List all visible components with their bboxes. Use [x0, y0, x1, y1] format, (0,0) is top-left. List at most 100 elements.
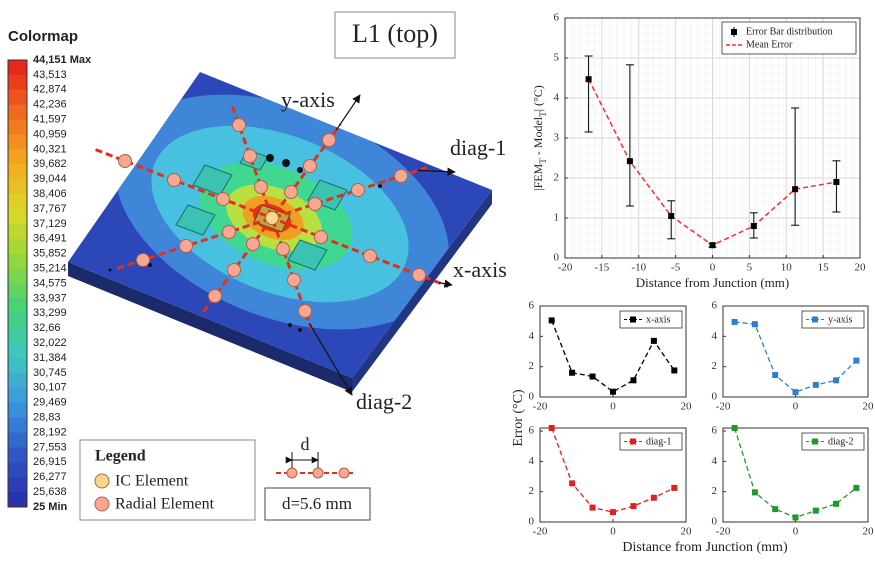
spacing-element [313, 468, 323, 478]
colorbar-band [8, 373, 27, 388]
y-tick-label: 4 [529, 455, 535, 467]
direction-label: diag-2 [356, 389, 412, 414]
marker [569, 480, 575, 486]
colorbar-label: 44,151 Max [33, 54, 92, 66]
radial-element [315, 231, 328, 244]
colorbar-label: 25 Min [33, 501, 68, 513]
legend-marker [731, 29, 737, 35]
marker [752, 321, 758, 327]
colorbar-label: 26,915 [33, 456, 67, 468]
marker [586, 76, 592, 82]
radial-element [244, 150, 257, 163]
colorbar-label: 26,277 [33, 471, 67, 483]
figure: Colormap 44,151 Max43,51342,87442,23641,… [0, 0, 875, 562]
radial-element [352, 184, 365, 197]
marker [751, 223, 757, 229]
marker [671, 485, 677, 491]
x-tick-label: 20 [855, 262, 867, 274]
page: { "colormap": { "title": "Colormap", "la… [0, 0, 875, 562]
x-tick-label: 0 [610, 401, 616, 413]
radial-element [288, 274, 301, 287]
y-tick-label: 0 [554, 252, 560, 264]
colorbar: 44,151 Max43,51342,87442,23641,59740,959… [8, 54, 92, 513]
y-tick-label: 2 [712, 360, 718, 372]
colorbar-label: 42,236 [33, 99, 67, 111]
x-axis-label: Distance from Junction (mm) [622, 540, 788, 555]
colorbar-band [8, 149, 27, 164]
radial-element [180, 240, 193, 253]
marker [590, 505, 596, 511]
colorbar-label: 25,638 [33, 486, 67, 498]
radial-element [119, 155, 132, 168]
legend-marker [95, 474, 109, 488]
y-tick-label: 0 [712, 516, 718, 528]
x-tick-label: -20 [716, 526, 731, 538]
x-tick-label: -10 [631, 262, 646, 274]
radial-element [233, 119, 246, 132]
colorbar-label: 37,129 [33, 218, 67, 230]
y-axis-label-part: | (°C) [531, 85, 545, 111]
legend-label: diag-2 [828, 436, 854, 447]
colorbar-band [8, 418, 27, 433]
colorbar-label: 42,874 [33, 84, 67, 96]
marker [732, 319, 738, 325]
figure-title: L1 (top) [352, 19, 438, 48]
colorbar-band [8, 477, 27, 492]
marker [549, 317, 555, 323]
colorbar-label: 32,022 [33, 337, 67, 349]
radial-element [277, 243, 290, 256]
y-axis-label-part: - Model [531, 116, 545, 158]
colorbar-label: 30,107 [33, 382, 67, 394]
x-tick-label: 0 [710, 262, 716, 274]
marker [813, 382, 819, 388]
colorbar-band [8, 60, 27, 75]
colorbar-band [8, 447, 27, 462]
colorbar-label: 31,384 [33, 352, 67, 364]
radial-element [209, 290, 222, 303]
spacing-element [339, 468, 349, 478]
colorbar-band [8, 433, 27, 448]
y-tick-label: 5 [554, 52, 560, 64]
x-tick-label: 20 [863, 526, 875, 538]
colorbar-label: 27,553 [33, 441, 67, 453]
legend-label: diag-1 [646, 436, 672, 447]
direction-label: diag-1 [450, 135, 506, 160]
radial-element [228, 264, 241, 277]
colorbar-label: 36,491 [33, 233, 67, 245]
y-tick-label: 3 [554, 132, 560, 144]
marker [630, 377, 636, 383]
colorbar-label: 40,321 [33, 143, 67, 155]
marker [752, 489, 758, 495]
colorbar-label: 30,745 [33, 367, 67, 379]
colorbar-label: 28,83 [33, 412, 61, 424]
legend-marker [95, 497, 109, 511]
marker [853, 485, 859, 491]
y-tick-label: 2 [554, 172, 560, 184]
marker [549, 425, 555, 431]
legend-marker [812, 439, 818, 445]
colorbar-band [8, 179, 27, 194]
colorbar-band [8, 239, 27, 254]
x-tick-label: 20 [863, 401, 875, 413]
x-tick-label: 0 [793, 526, 799, 538]
y-tick-label: 6 [712, 300, 718, 312]
marker [671, 367, 677, 373]
legend-marker [812, 317, 818, 323]
radial-element [413, 269, 426, 282]
y-tick-label: 0 [712, 391, 718, 403]
marker [772, 372, 778, 378]
x-tick-label: -15 [595, 262, 610, 274]
colorbar-band [8, 75, 27, 90]
y-tick-label: 4 [529, 330, 535, 342]
ic-element [266, 212, 279, 225]
colorbar-band [8, 298, 27, 313]
colorbar-label: 34,575 [33, 277, 67, 289]
legend-label: Radial Element [115, 496, 215, 513]
marker [610, 389, 616, 395]
y-tick-label: 4 [712, 330, 718, 342]
y-tick-label: 2 [529, 485, 535, 497]
colorbar-band [8, 313, 27, 328]
colorbar-label: 39,044 [33, 173, 67, 185]
